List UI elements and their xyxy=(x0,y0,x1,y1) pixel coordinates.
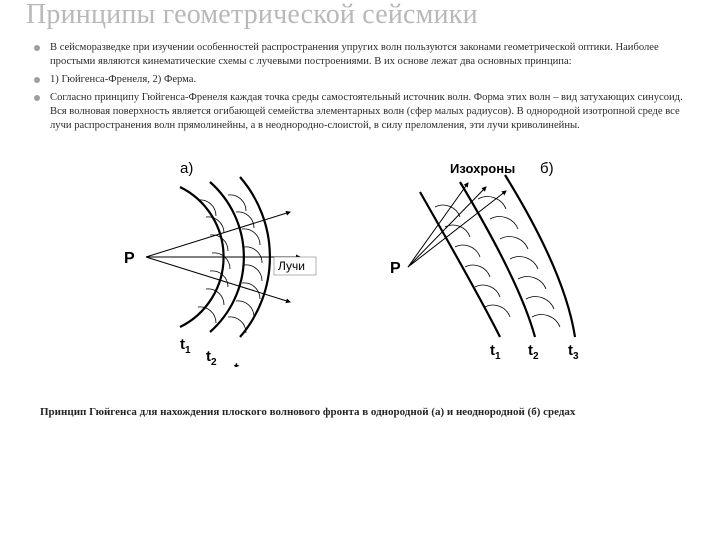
rays-label: Лучи xyxy=(278,259,305,273)
point-p-b: P xyxy=(390,260,401,277)
svg-text:t1: t1 xyxy=(180,336,191,356)
panel-b-label: б) xyxy=(540,160,554,177)
svg-text:t1: t1 xyxy=(490,342,501,362)
figure-caption: Принцип Гюйгенса для нахождения плоского… xyxy=(26,406,694,418)
panel-a-label: а) xyxy=(180,160,193,177)
svg-text:t3: t3 xyxy=(568,342,579,362)
panel-a: а) xyxy=(124,160,316,367)
panel-b: б) Изохроны xyxy=(390,160,579,362)
bullet-item: Согласно принципу Гюйгенса-Френеля кажда… xyxy=(32,91,694,133)
bullet-item: 1) Гюйгенса-Френеля, 2) Ферма. xyxy=(32,73,694,87)
huygens-diagram: а) xyxy=(100,147,620,367)
bullet-item: В сейсморазведке при изучении особенност… xyxy=(32,41,694,69)
svg-text:t2: t2 xyxy=(206,348,217,367)
svg-text:t3: t3 xyxy=(234,360,245,367)
svg-text:t2: t2 xyxy=(528,342,539,362)
isochrones-label: Изохроны xyxy=(450,161,515,176)
slide-title: Принципы геометрической сейсмики xyxy=(26,0,694,31)
point-p: P xyxy=(124,250,135,267)
bullet-list: В сейсморазведке при изучении особенност… xyxy=(26,41,694,133)
